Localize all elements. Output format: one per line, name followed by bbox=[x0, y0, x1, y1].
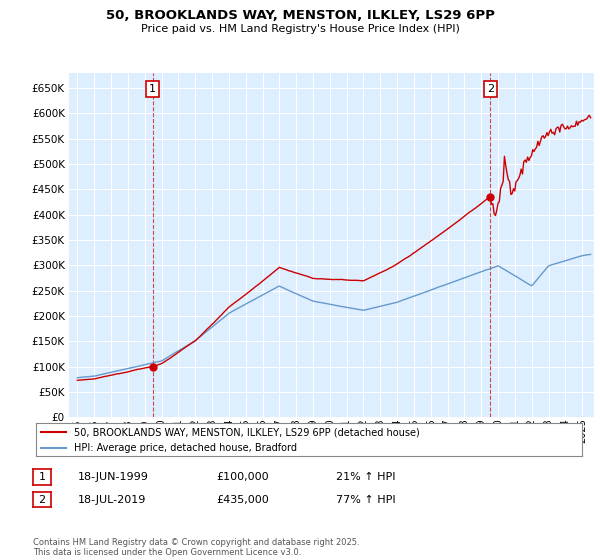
Text: HPI: Average price, detached house, Bradford: HPI: Average price, detached house, Brad… bbox=[74, 443, 297, 453]
Text: 50, BROOKLANDS WAY, MENSTON, ILKLEY, LS29 6PP: 50, BROOKLANDS WAY, MENSTON, ILKLEY, LS2… bbox=[106, 9, 494, 22]
Text: £100,000: £100,000 bbox=[216, 472, 269, 482]
Text: 2: 2 bbox=[487, 84, 494, 94]
Text: 21% ↑ HPI: 21% ↑ HPI bbox=[336, 472, 395, 482]
Text: 2: 2 bbox=[38, 494, 46, 505]
Text: 18-JUN-1999: 18-JUN-1999 bbox=[78, 472, 149, 482]
Text: £435,000: £435,000 bbox=[216, 494, 269, 505]
Text: Contains HM Land Registry data © Crown copyright and database right 2025.
This d: Contains HM Land Registry data © Crown c… bbox=[33, 538, 359, 557]
Text: 50, BROOKLANDS WAY, MENSTON, ILKLEY, LS29 6PP (detached house): 50, BROOKLANDS WAY, MENSTON, ILKLEY, LS2… bbox=[74, 427, 420, 437]
Text: 18-JUL-2019: 18-JUL-2019 bbox=[78, 494, 146, 505]
Text: 1: 1 bbox=[149, 84, 156, 94]
Text: 77% ↑ HPI: 77% ↑ HPI bbox=[336, 494, 395, 505]
Text: Price paid vs. HM Land Registry's House Price Index (HPI): Price paid vs. HM Land Registry's House … bbox=[140, 24, 460, 34]
Text: 1: 1 bbox=[38, 472, 46, 482]
